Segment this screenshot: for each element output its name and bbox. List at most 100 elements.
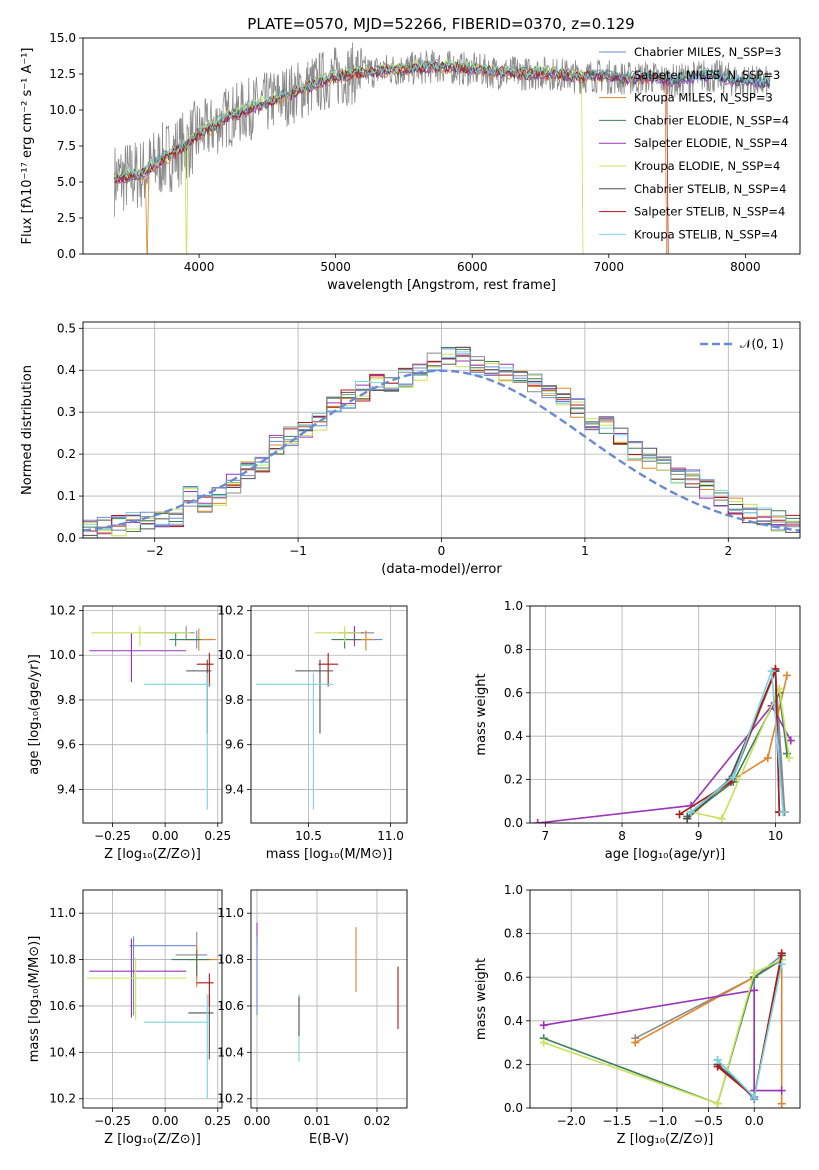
mass-weight-point	[713, 1056, 722, 1065]
y-tick-label: 0.0	[57, 531, 76, 545]
y-tick-label: 0.0	[504, 1101, 523, 1115]
axes-frame	[82, 889, 223, 1109]
y-axis-label: Normed distribution	[20, 365, 35, 495]
y-axis-label: mass [log₁₀(M/M⊙)]	[27, 936, 42, 1063]
x-tick-label: 6000	[457, 260, 488, 274]
x-tick-label: 0.00	[152, 829, 179, 843]
panel-mass-vs-Z: −0.25 0.00 0.25 10.2 10.4 10.6 10.8 11.0 Z [log₁…	[27, 889, 231, 1147]
y-tick-label: 0.6	[504, 970, 523, 984]
plot-area	[87, 931, 218, 1099]
mass-weight-point	[777, 949, 786, 958]
mass-weight-point	[767, 667, 776, 676]
mass-weight-point	[777, 1086, 786, 1095]
legend-label: Kroupa ELODIE, N_SSP=4	[634, 159, 780, 173]
model-spectrum-line	[114, 59, 771, 182]
y-tick-label: 15.0	[49, 31, 76, 45]
mass-weight-point	[729, 773, 738, 782]
y-tick-label: 0.6	[504, 686, 523, 700]
y-tick-label: 0.8	[504, 927, 523, 941]
x-tick-label: 9	[695, 829, 703, 843]
mass-weight-point	[777, 960, 786, 969]
x-axis-label: Z [log₁₀(Z/Z⊙)]	[104, 1132, 201, 1147]
x-tick-label: −1.5	[602, 1114, 631, 1128]
y-tick-label: 10.2	[49, 1092, 76, 1106]
y-tick-label: 0.4	[57, 363, 76, 377]
y-axis-label: age [log₁₀(age/yr)]	[27, 654, 42, 775]
mass-weight-point	[539, 1021, 548, 1030]
y-tick-label: 10.2	[217, 1092, 244, 1106]
x-tick-label: 0.00	[244, 1114, 271, 1128]
y-tick-label: 5.0	[57, 175, 76, 189]
y-tick-label: 10.0	[49, 648, 76, 662]
y-tick-label: 1.0	[504, 883, 523, 897]
mass-weight-point	[785, 753, 794, 762]
panel-mass-weight-vs-Z: −2.0 −1.5 −1.0 −0.5 0.0 0.0 0.2 0.4 0.6 0.8 1.0 Z […	[474, 883, 801, 1147]
x-tick-label: 4000	[184, 260, 215, 274]
x-tick-label: 5000	[320, 260, 351, 274]
x-axis-label: Z [log₁₀(Z/Z⊙)]	[617, 1132, 714, 1147]
mass-weight-series-line	[537, 704, 792, 823]
model-spectrum-line	[114, 60, 669, 254]
mass-weight-point	[717, 814, 726, 823]
x-tick-label: 0.02	[364, 1114, 391, 1128]
y-tick-label: 9.4	[225, 782, 244, 796]
x-tick-label: 10.5	[295, 829, 322, 843]
plot-area	[255, 626, 383, 810]
plot-area	[256, 922, 399, 1062]
mass-weight-point	[539, 1038, 548, 1047]
y-tick-label: 0.8	[504, 642, 523, 656]
y-tick-label: 0.2	[504, 1057, 523, 1071]
x-tick-label: −2	[146, 544, 164, 558]
model-spectrum-line	[114, 62, 771, 185]
figure-title: PLATE=0570, MJD=52266, FIBERID=0370, z=0…	[247, 15, 634, 33]
axes-frame	[82, 321, 801, 539]
x-tick-label: 0.0	[745, 1114, 764, 1128]
x-tick-label: −0.25	[94, 1114, 131, 1128]
normal-curve-line	[83, 369, 800, 532]
y-tick-label: 0.1	[57, 489, 76, 503]
x-tick-label: 7	[542, 829, 550, 843]
mass-weight-series-line	[686, 690, 788, 818]
y-tick-label: 10.6	[49, 999, 76, 1013]
legend-label: Kroupa MILES, N_SSP=3	[634, 91, 773, 105]
histogram-step-line	[83, 352, 800, 531]
mass-weight-point	[713, 1099, 722, 1108]
y-tick-label: 9.4	[57, 782, 76, 796]
mass-weight-point	[533, 819, 542, 823]
legend-label: Salpeter ELODIE, N_SSP=4	[634, 136, 788, 150]
x-tick-label: −0.5	[694, 1114, 723, 1128]
y-tick-label: 10.0	[217, 648, 244, 662]
y-tick-label: 0.4	[504, 1014, 523, 1028]
x-axis-label: wavelength [Angstrom, rest frame]	[327, 278, 556, 293]
mass-weight-series-line	[690, 685, 791, 820]
y-tick-label: 0.0	[504, 816, 523, 830]
y-tick-label: 10.2	[217, 603, 244, 617]
mass-weight-point	[683, 814, 692, 823]
panel-mass-weight-vs-age: 7 8 9 10 0.0 0.2 0.4 0.6 0.8 1.0 age [log₁₀(age/yr…	[474, 599, 801, 862]
mass-weight-point	[675, 810, 684, 819]
y-tick-label: 12.5	[49, 67, 76, 81]
x-tick-label: 0	[438, 544, 446, 558]
mass-weight-series-line	[543, 989, 782, 1092]
axes-frame	[82, 605, 223, 824]
x-axis-label: Z [log₁₀(Z/Z⊙)]	[104, 847, 201, 862]
x-tick-label: 0.00	[152, 1114, 179, 1128]
y-tick-label: 0.4	[504, 729, 523, 743]
plot-area	[539, 949, 786, 1108]
plot-area	[533, 664, 795, 823]
legend-label: Chabrier STELIB, N_SSP=4	[634, 182, 786, 196]
legend-label: Salpeter STELIB, N_SSP=4	[634, 205, 785, 219]
y-axis-label: Flux [fλ10⁻¹⁷ erg cm⁻² s⁻¹ A⁻¹]	[20, 48, 35, 245]
x-tick-label: 8	[618, 829, 626, 843]
y-tick-label: 10.4	[49, 1045, 76, 1059]
axes-frame	[82, 37, 801, 255]
y-tick-label: 9.8	[225, 693, 244, 707]
mass-weight-series-line	[690, 670, 784, 813]
axes-frame	[529, 605, 801, 824]
panel-age-vs-Z: −0.25 0.00 0.25 9.4 9.6 9.8 10.0 10.2 Z [log₁₀(Z…	[27, 603, 231, 862]
y-tick-label: 9.6	[57, 738, 76, 752]
x-tick-label: −1.0	[648, 1114, 677, 1128]
panel-mass-vs-EBV: 0.00 0.01 0.02 10.2 10.4 10.6 10.8 11.0 E(B-V)	[217, 889, 408, 1147]
y-tick-label: 1.0	[504, 599, 523, 613]
